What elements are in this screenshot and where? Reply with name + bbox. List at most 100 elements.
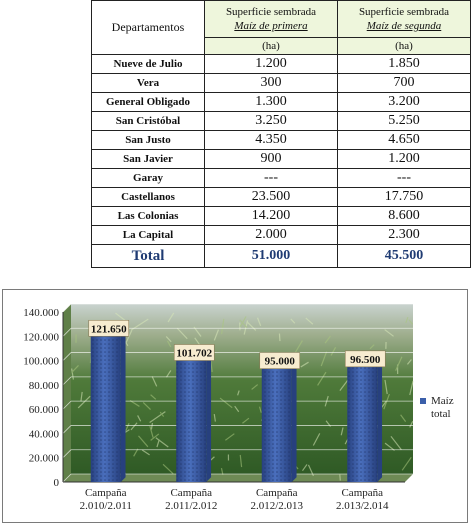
row-maiz-segunda: ---: [337, 168, 471, 188]
gridline-side: [62, 328, 72, 337]
corn-leaf: [149, 411, 166, 423]
total-segunda: 45.500: [337, 244, 471, 268]
corn-leaf: [409, 420, 414, 428]
corn-leaf: [77, 395, 91, 409]
corn-leaf: [384, 379, 388, 395]
row-maiz-primera: ---: [204, 168, 338, 188]
corn-leaf: [390, 435, 402, 451]
chart-floor: [63, 474, 413, 482]
bar-texture: [90, 334, 121, 482]
row-maiz-primera: 900: [204, 149, 338, 169]
corn-leaf: [246, 321, 257, 331]
corn-leaf: [239, 319, 248, 329]
corn-leaf: [141, 449, 150, 456]
header-maiz-primera: Superficie sembrada Maíz de primera: [204, 0, 338, 38]
bar-texture: [176, 358, 207, 482]
table-row: Las Colonias 14.200 8.600: [91, 206, 471, 226]
corn-leaf: [176, 327, 188, 340]
total-label: Total: [91, 244, 205, 268]
corn-leaf: [219, 397, 233, 409]
corn-leaf: [165, 336, 172, 343]
header-maiz-segunda-line1: Superficie sembrada: [358, 6, 450, 18]
gridline-side: [62, 352, 72, 361]
row-maiz-primera: 1.300: [204, 92, 338, 112]
row-departamento: Castellanos: [91, 187, 205, 207]
bar: [90, 329, 126, 482]
row-departamento: Las Colonias: [91, 206, 205, 226]
table-row: Vera 300 700: [91, 73, 471, 93]
corn-leaf: [80, 391, 83, 402]
row-departamento: San Cristóbal: [91, 111, 205, 131]
table-row: La Capital 2.000 2.300: [91, 225, 471, 245]
corn-leaf: [142, 401, 151, 410]
corn-leaf: [138, 435, 149, 448]
corn-leaf: [278, 333, 281, 342]
bar: [176, 353, 212, 482]
row-maiz-segunda: 1.850: [337, 54, 471, 74]
row-maiz-segunda: 5.250: [337, 111, 471, 131]
corn-leaf: [242, 417, 250, 424]
bar: [347, 360, 383, 482]
row-maiz-primera: 1.200: [204, 54, 338, 74]
corn-leaf: [320, 351, 328, 367]
row-departamento: General Obligado: [91, 92, 205, 112]
corn-leaf: [225, 433, 235, 441]
table-body: Nueve de Julio 1.200 1.850 Vera 300 700 Genera…: [91, 54, 471, 245]
data-label-box: [88, 319, 130, 337]
bar-side: [120, 329, 126, 482]
corn-leaf: [340, 427, 344, 436]
corn-leaf: [162, 463, 174, 475]
corn-leaf: [239, 454, 243, 468]
legend-swatch: [420, 398, 426, 404]
corn-leaf: [149, 425, 154, 438]
corn-leaf: [384, 442, 395, 451]
chart-side-wall: [63, 304, 71, 482]
header-maiz-segunda: Superficie sembrada Maíz de segunda: [337, 0, 471, 38]
corn-leaf: [239, 316, 247, 327]
header-maiz-segunda-line2: Maíz de segunda: [366, 20, 442, 32]
data-label: 95.000: [265, 356, 296, 368]
table-row: San Cristóbal 3.250 5.250: [91, 111, 471, 131]
corn-leaf: [302, 464, 308, 472]
row-maiz-primera: 3.250: [204, 111, 338, 131]
x-tick-label: Campaña 2.010/2.011: [80, 487, 132, 512]
corn-leaf: [294, 340, 303, 354]
data-label-box: [173, 344, 215, 361]
corn-leaf: [237, 390, 240, 396]
table-unit-row: (ha) (ha): [92, 37, 471, 55]
corn-leaf: [401, 456, 412, 471]
corn-leaf: [290, 318, 296, 324]
unit-primera: (ha): [204, 37, 338, 55]
corn-leaf: [150, 394, 157, 400]
table-row: Garay --- ---: [91, 168, 471, 188]
row-maiz-primera: 300: [204, 73, 338, 93]
corn-leaf: [167, 312, 175, 323]
corn-leaf: [130, 422, 138, 431]
unit-segunda: (ha): [337, 37, 471, 55]
total-primera: 51.000: [204, 244, 338, 268]
y-tick-label: 100.000: [23, 356, 59, 368]
y-tick-label: 140.000: [23, 307, 59, 319]
row-maiz-segunda: 17.750: [337, 187, 471, 207]
corn-leaf: [243, 320, 249, 335]
data-label: 96.500: [350, 354, 381, 366]
row-departamento: Garay: [91, 168, 205, 188]
row-departamento: Nueve de Julio: [91, 54, 205, 74]
row-departamento: San Javier: [91, 149, 205, 169]
data-label-box: [259, 352, 301, 369]
bar: [261, 361, 297, 482]
table-total-row: Total 51.000 45.500: [91, 244, 471, 268]
corn-leaf: [150, 422, 154, 430]
header-maiz-primera-line2: Maíz de primera: [234, 20, 308, 32]
x-tick-label: Campaña 2.011/2.012: [165, 487, 217, 512]
corn-leaf: [234, 405, 240, 413]
table-row: San Justo 4.350 4.650: [91, 130, 471, 150]
corn-leaf: [165, 370, 172, 378]
y-tick-label: 0: [54, 477, 60, 489]
corn-leaf: [137, 415, 142, 422]
corn-leaf: [155, 437, 169, 448]
corn-leaf: [258, 406, 262, 413]
row-maiz-primera: 14.200: [204, 206, 338, 226]
corn-leaf: [159, 411, 165, 417]
corn-leaf: [400, 414, 407, 422]
